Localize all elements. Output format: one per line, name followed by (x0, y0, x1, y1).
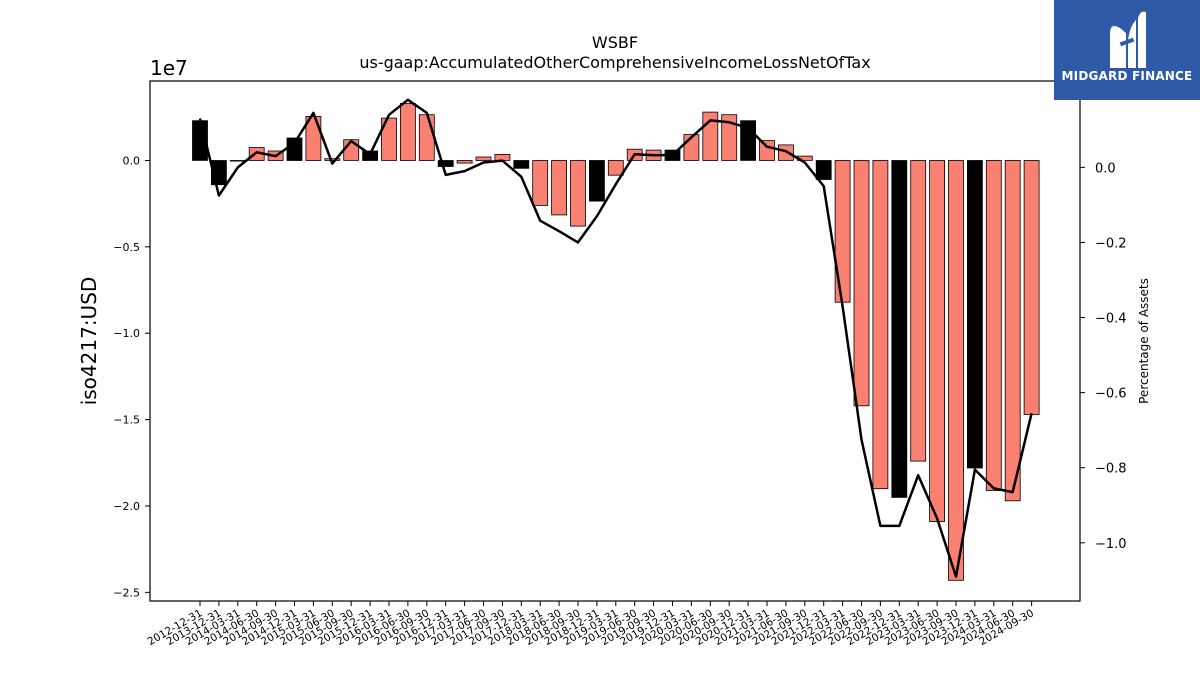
y2-tick-label: −0.6 (1095, 387, 1127, 402)
bar-2018-12-31 (589, 160, 605, 202)
bar-2021-12-31 (815, 160, 832, 180)
bar-2024-06-30 (1004, 160, 1021, 502)
bar-2024-09-30 (1023, 160, 1040, 415)
bar-2016-03-31 (381, 117, 397, 161)
bar-2018-06-30 (551, 160, 567, 216)
bar-2024-03-31 (985, 160, 1002, 491)
chart-subtitle: us-gaap:AccumulatedOtherComprehensiveInc… (359, 53, 870, 72)
bar-2022-12-31 (891, 160, 908, 498)
y2-tick-label: 0.0 (1095, 161, 1116, 176)
y2-tick-label: −0.2 (1095, 236, 1127, 251)
bar-2023-03-31 (910, 160, 927, 462)
bar-2022-09-30 (872, 160, 889, 490)
midgard-m-logo-icon (1110, 11, 1146, 69)
bar-2016-06-30 (399, 103, 416, 161)
chart-title: WSBF (592, 33, 638, 52)
y-tick-label: −1.5 (113, 414, 140, 427)
y2-tick-label: −0.8 (1095, 462, 1127, 477)
axes-group: −2.5 −2.0 −1.5 −1.0 −0.5 0.0 −1.0 −0.8 −0.6 −0.4 −… (113, 80, 1127, 648)
y-tick-label: −2.5 (113, 586, 140, 599)
bar-2021-03-31 (759, 140, 775, 161)
bar-2016-12-31 (437, 160, 454, 167)
bar-2017-12-31 (513, 160, 530, 169)
plot-frame (149, 80, 1081, 602)
y-tick-label: −2.0 (113, 500, 140, 513)
bar-2019-03-31 (607, 160, 624, 176)
bar-2018-09-30 (570, 160, 586, 227)
percentage-of-assets-line (198, 98, 1033, 578)
bar-2022-06-30 (853, 160, 870, 407)
bar-2014-03-31 (229, 160, 246, 162)
midgard-finance-logo: MIDGARD FINANCE (1054, 0, 1200, 100)
line-group (198, 98, 1033, 578)
bar-2018-03-31 (532, 160, 549, 206)
bar-2023-12-31 (967, 160, 983, 469)
y-tick-label: −1.0 (113, 327, 140, 340)
y2-tick-label: −0.4 (1095, 312, 1127, 327)
bar-2015-12-31 (362, 150, 379, 161)
y2-axis-label: Percentage of Assets (1137, 278, 1151, 404)
bar-2017-03-31 (456, 160, 473, 164)
y-axis-offset-label: 1e7 (150, 56, 188, 80)
y2-tick-label: −1.0 (1095, 537, 1127, 552)
bar-2016-09-30 (418, 114, 435, 161)
y-axis-label: iso4217:USD (77, 277, 101, 406)
bar-2023-09-30 (948, 160, 964, 581)
bars-group (192, 103, 1040, 581)
bar-2020-09-30 (721, 114, 738, 161)
logo-text: MIDGARD FINANCE (1061, 69, 1193, 83)
bar-2017-06-30 (475, 156, 492, 161)
y-tick-label: −0.5 (113, 241, 140, 254)
y-tick-label: 0.0 (123, 154, 141, 167)
bar-2023-06-30 (929, 160, 945, 523)
